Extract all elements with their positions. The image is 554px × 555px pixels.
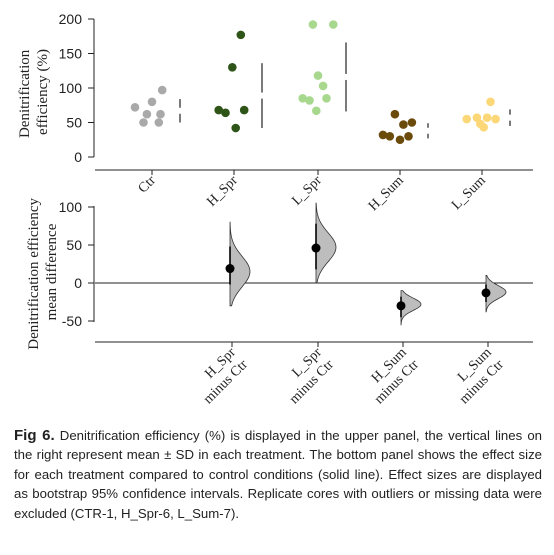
caption-label: Fig 6. xyxy=(14,427,55,444)
bottom-x-tick-label: H_Sprminus Ctr xyxy=(189,345,251,407)
data-point xyxy=(154,118,164,127)
top-x-ticks: Ctr H_Spr L_Spr H_Sum L_Sum xyxy=(136,170,489,214)
top-y-label-line2: efficiency (%) xyxy=(35,49,51,135)
bottom-x-tick-label: H_Summinus Ctr xyxy=(360,345,422,407)
bottom-y-label: Denitrification efficiency mean differen… xyxy=(26,194,60,350)
data-point xyxy=(318,81,328,91)
bottom-panel: Denitrification efficiency mean differen… xyxy=(26,194,533,407)
top-points xyxy=(130,20,500,145)
bottom-effects xyxy=(225,202,507,326)
mean-difference-point xyxy=(225,264,235,274)
bottom-y-label-line2: mean difference xyxy=(44,223,60,320)
data-point xyxy=(308,20,318,29)
top-x-tick-label: H_Spr xyxy=(204,173,241,210)
data-point xyxy=(407,118,417,127)
mean-difference-point xyxy=(396,301,406,311)
top-y-tick-label: 200 xyxy=(59,11,83,27)
bottom-y-tick-label: 50 xyxy=(66,237,82,253)
data-point xyxy=(404,132,413,141)
figure-6: Denitrification efficiency (%) 0 50 100 150… xyxy=(17,11,533,407)
caption-text: Denitrification efficiency (%) is displa… xyxy=(14,428,543,521)
data-point xyxy=(156,109,165,119)
top-x-tick-label: L_Spr xyxy=(289,173,325,209)
data-point xyxy=(239,105,249,115)
data-point xyxy=(214,105,223,115)
data-point xyxy=(378,130,388,140)
data-point xyxy=(486,97,495,107)
bottom-y-ticks: -50 0 50 100 xyxy=(59,199,94,329)
data-point xyxy=(139,118,148,127)
data-point xyxy=(491,114,500,124)
data-point xyxy=(462,114,472,124)
top-panel: Denitrification efficiency (%) 0 50 100 150… xyxy=(17,11,533,214)
data-point xyxy=(305,96,314,105)
bottom-y-tick-label: 0 xyxy=(74,275,82,291)
bootstrap-distribution xyxy=(229,221,251,307)
data-point xyxy=(231,123,240,133)
top-y-label-line1: Denitrification xyxy=(17,49,33,138)
top-y-ticks: 0 50 100 150 200 xyxy=(59,11,94,165)
data-point xyxy=(399,120,408,129)
data-point xyxy=(479,123,489,132)
top-x-tick-label: L_Sum xyxy=(449,173,489,213)
data-point xyxy=(228,63,237,72)
data-point xyxy=(298,94,308,103)
bottom-x-tick-label: L_Summinus Ctr xyxy=(445,345,507,407)
data-point xyxy=(329,20,338,29)
figure-caption: Fig 6. Denitrification efficiency (%) is… xyxy=(14,426,542,523)
top-y-label: Denitrification efficiency (%) xyxy=(17,46,51,138)
data-point xyxy=(157,85,167,95)
top-x-tick-label: H_Sum xyxy=(366,173,407,214)
mean-difference-point xyxy=(481,288,491,298)
data-point xyxy=(482,113,492,122)
top-y-tick-label: 100 xyxy=(59,80,83,96)
top-y-tick-label: 0 xyxy=(74,149,82,165)
bootstrap-distribution xyxy=(315,202,337,284)
bottom-y-tick-label: 100 xyxy=(59,199,83,215)
bottom-y-tick-label: -50 xyxy=(62,313,82,329)
data-point xyxy=(395,135,405,145)
data-point xyxy=(312,106,321,116)
data-point xyxy=(236,30,246,40)
data-point xyxy=(390,109,400,119)
bootstrap-distribution xyxy=(485,275,507,313)
bottom-y-label-line1: Denitrification efficiency xyxy=(26,198,42,350)
data-point xyxy=(385,132,395,141)
top-x-tick-label: Ctr xyxy=(136,173,159,196)
data-point xyxy=(147,97,157,107)
data-point xyxy=(313,71,323,80)
bottom-x-ticks: H_Sprminus Ctr L_Sprminus Ctr H_Summinus C… xyxy=(189,342,507,407)
top-y-tick-label: 150 xyxy=(59,46,83,62)
mean-difference-point xyxy=(311,243,321,253)
top-y-tick-label: 50 xyxy=(66,115,82,131)
top-mean-sd-lines xyxy=(179,42,511,139)
data-point xyxy=(221,108,230,118)
bootstrap-distribution xyxy=(400,290,422,326)
data-point xyxy=(130,103,140,112)
bottom-x-tick-label: L_Sprminus Ctr xyxy=(275,345,337,407)
data-point xyxy=(142,109,152,119)
data-point xyxy=(322,94,331,103)
